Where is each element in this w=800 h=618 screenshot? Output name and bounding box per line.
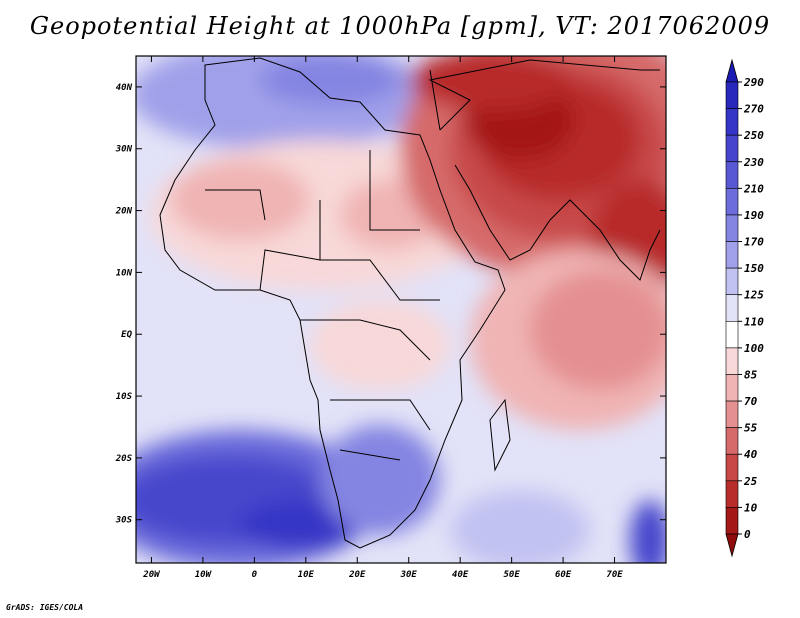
colorbar-segment: [725, 108, 739, 136]
colorbar-label: 100: [744, 342, 764, 355]
colorbar-segment: [725, 320, 739, 349]
colorbar-segment: [725, 400, 739, 428]
colorbar-label: 40: [744, 448, 758, 461]
colorbar-segment: [725, 81, 739, 109]
y-axis-ticks: 40N 30N 20N 10N EQ 10S 20S 30S: [115, 83, 666, 526]
x-tick-label: 10E: [298, 570, 315, 580]
colorbar-segment: [725, 241, 739, 269]
y-tick-label: 30S: [115, 516, 133, 526]
colorbar-segment: [725, 214, 739, 242]
y-tick-label: 20S: [115, 454, 133, 464]
colorbar-label: 110: [744, 315, 764, 328]
colorbar-label: 170: [744, 236, 764, 249]
colorbar-segment: [725, 480, 739, 508]
x-tick-label: 10W: [195, 570, 213, 580]
colorbar-segment: [725, 507, 739, 535]
colorbar-label: 25: [743, 475, 758, 488]
colorbar-label: 250: [743, 129, 764, 142]
colorbar-label: 125: [744, 289, 764, 302]
x-tick-label: 20W: [142, 570, 161, 580]
colorbar-label: 150: [744, 262, 764, 275]
y-tick-label: 40N: [116, 83, 133, 93]
x-axis-ticks: 20W 10W 0 10E 20E 30E 40E 50E 60E 70E: [142, 56, 623, 580]
colorbar-segment: [725, 347, 739, 375]
colorbar: 2902702502302101901701501251101008570554…: [725, 58, 764, 558]
colorbar-label: 10: [744, 501, 758, 514]
x-tick-label: 0: [252, 570, 258, 580]
map-title: Geopotential Height at 1000hPa [gpm], VT…: [29, 12, 771, 40]
grads-credit: GrADS: IGES/COLA: [6, 603, 84, 612]
colorbar-label: 190: [744, 209, 764, 222]
colorbar-top-arrow: [725, 58, 739, 83]
height-field: [136, 56, 666, 563]
colorbar-label: 270: [743, 103, 764, 116]
plot-frame: [135, 55, 667, 564]
colorbar-label: 0: [744, 528, 751, 541]
x-tick-label: 40E: [452, 570, 469, 580]
map-panel: 20W 10W 0 10E 20E 30E 40E 50E 60E 70E 40N 30N 20N 10…: [115, 55, 764, 580]
x-tick-label: 60E: [555, 570, 572, 580]
colorbar-segment: [725, 374, 739, 402]
colorbar-label: 230: [743, 156, 764, 169]
colorbar-segment: [725, 188, 739, 216]
colorbar-segment: [725, 294, 739, 322]
colorbar-label: 70: [744, 395, 758, 408]
y-tick-label: 10S: [116, 392, 133, 402]
colorbar-segment: [725, 427, 739, 455]
colorbar-label: 55: [744, 422, 758, 435]
coastlines: [159, 57, 661, 549]
colorbar-segment: [725, 134, 739, 163]
y-tick-label: EQ: [121, 330, 132, 340]
y-tick-label: 30N: [115, 145, 133, 155]
y-tick-label: 10N: [116, 268, 133, 278]
colorbar-bottom-arrow: [725, 533, 739, 558]
colorbar-segment: [725, 453, 739, 482]
x-tick-label: 30E: [400, 570, 418, 580]
colorbar-label: 290: [743, 76, 764, 89]
colorbar-label: 210: [743, 182, 764, 195]
y-tick-label: 20N: [115, 207, 133, 217]
x-tick-label: 70E: [606, 570, 623, 580]
colorbar-segment: [725, 161, 739, 189]
colorbar-label: 85: [744, 368, 758, 381]
colorbar-segment: [725, 267, 739, 296]
x-tick-label: 50E: [503, 570, 520, 580]
x-tick-label: 20E: [348, 570, 366, 580]
